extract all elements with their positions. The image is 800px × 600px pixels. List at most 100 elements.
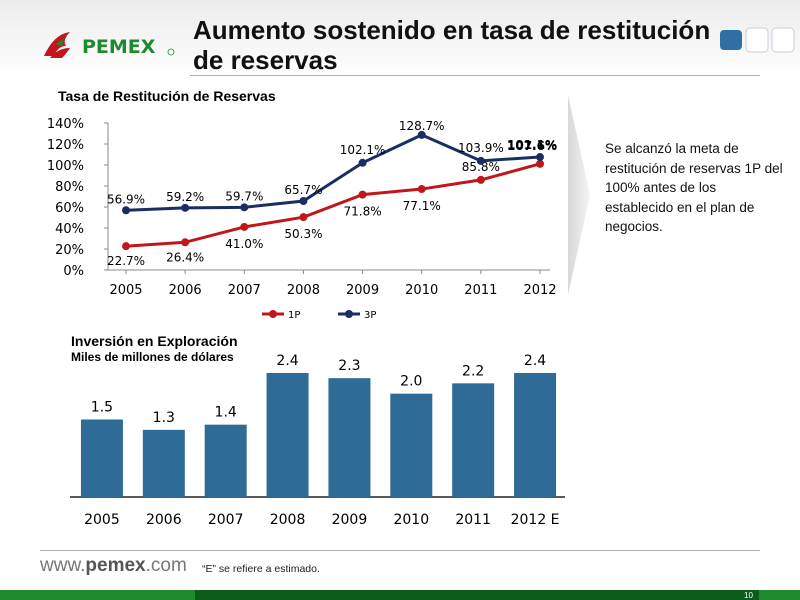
data-point-3P [299,197,308,206]
bar [80,419,123,497]
decorative-squares [720,27,795,53]
y-tick-label: 80% [55,180,84,195]
y-tick-label: 140% [47,117,84,132]
x-tick-label: 2007 [228,283,261,298]
estimate-footnote: “E” se refiere a estimado. [202,563,320,575]
data-label-1P: 77.1% [403,199,441,213]
y-tick-label: 20% [55,243,84,258]
page-number-box [707,590,759,600]
data-label-1P: 50.3% [284,227,322,241]
bar-category-label: 2009 [332,512,368,528]
legend-label-1P: 1P [288,310,300,321]
bar [514,373,557,497]
bar-value-label: 2.2 [462,363,484,379]
bar-category-label: 2007 [208,512,244,528]
bar [266,373,309,497]
header-divider [190,75,760,76]
data-point-3P [358,158,367,167]
data-point-3P [181,203,190,212]
website-suffix: .com [145,555,187,576]
data-point-1P [476,175,485,184]
bar-value-label: 2.0 [400,374,422,390]
y-tick-label: 40% [55,222,84,237]
legend-marker-3P [345,310,353,318]
x-tick-label: 2005 [109,283,142,298]
page-title: Aumento sostenido en tasa de restitución… [193,15,713,75]
bar [142,429,185,497]
pemex-logo: PEMEX [44,32,175,58]
data-point-1P [240,222,249,231]
data-point-1P [536,159,544,168]
pemex-eagle-icon [44,32,70,58]
y-tick-label: 100% [47,159,84,174]
data-label-3P: 102.1% [340,143,386,157]
footer-divider [40,550,760,551]
restitution-note: Se alcanzó la meta de restitución de res… [605,141,783,234]
line-chart-title: Tasa de Restitución de Reservas [58,88,276,104]
website-prefix: www. [40,555,86,576]
data-label-1P: 71.8% [344,205,382,219]
legend-label-3P: 3P [364,310,376,321]
x-tick-label: 2011 [464,283,497,298]
bar-value-label: 1.5 [91,400,113,416]
data-label-1P: 22.7% [107,254,145,268]
data-point-1P [181,238,190,247]
page-title-line-1: Aumento sostenido en tasa de restitución [193,15,711,45]
page-title-line-2: de reservas [193,45,338,75]
y-tick-label: 120% [47,138,84,153]
bar [390,393,433,497]
data-point-3P [417,130,426,139]
y-tick-label: 0% [63,264,84,279]
x-tick-label: 2012 [523,283,556,298]
bar [328,378,371,497]
bar-value-label: 1.3 [153,410,175,426]
legend-marker-1P [269,310,277,318]
data-point-3P [536,153,544,162]
data-point-1P [122,242,130,251]
bar [204,424,247,497]
arrow-divider [568,95,590,295]
exploration-investment-bar-chart: 1.5 2005 1.3 2006 1.4 2007 2.4 2008 2.3 2009 2.0 20… [70,353,565,528]
data-point-3P [476,156,485,165]
data-point-1P [358,190,367,199]
data-label-3P: 128.7% [399,119,445,133]
bar-value-label: 2.4 [524,353,546,369]
data-label-3P: 56.9% [107,192,145,206]
series-line-1P [125,162,541,248]
bar-category-label: 2012 E [511,512,560,528]
x-tick-label: 2008 [287,283,320,298]
data-label-3P: 103.9% [458,141,504,155]
reserve-restitution-line-chart: 0% 20% 40% 60% 80% 100% 120% 140% 2005 2006 2007 20… [47,117,557,321]
data-label-1P: 101.1% [507,138,557,152]
bottom-brand-bar-dark [195,590,707,600]
bar-chart-subtitle: Miles de millones de dólares [71,350,234,364]
bar-category-label: 2006 [146,512,182,528]
bar-value-label: 2.4 [276,353,298,369]
data-label-1P: 85.8% [462,160,500,174]
x-tick-label: 2010 [405,283,438,298]
header-background [0,0,800,78]
data-point-3P [240,203,249,212]
website-link[interactable]: www.pemex.com [40,555,187,577]
data-label-3P: 107.6% [507,139,557,153]
bar-category-label: 2005 [84,512,120,528]
x-tick-label: 2006 [169,283,202,298]
bar-category-label: 2008 [270,512,306,528]
logo-wordmark: PEMEX [82,36,156,58]
data-point-3P [122,206,130,215]
page-number: 10 [744,591,753,600]
bar-category-label: 2011 [455,512,491,528]
bar-chart-title: Inversión en Exploración [71,333,238,349]
data-label-3P: 65.7% [284,183,322,197]
data-label-3P: 59.7% [225,189,263,203]
bar [452,383,495,497]
data-label-3P: 59.2% [166,190,204,204]
bar-value-label: 2.3 [338,358,360,374]
data-label-1P: 41.0% [225,237,263,251]
data-point-1P [417,185,426,194]
bar-value-label: 1.4 [215,405,237,421]
y-tick-label: 60% [55,201,84,216]
data-label-1P: 26.4% [166,250,204,264]
data-point-1P [299,213,308,222]
bar-category-label: 2010 [393,512,429,528]
